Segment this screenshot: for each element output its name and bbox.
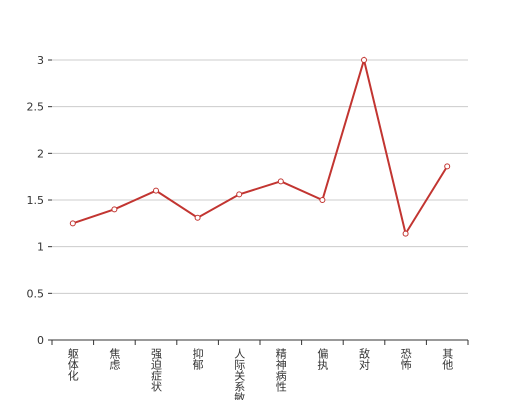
point	[402, 230, 409, 237]
y-tick-label: 1.5	[27, 194, 45, 207]
point	[444, 163, 451, 170]
point	[277, 178, 284, 185]
y-tick-label: 0	[37, 334, 44, 347]
line	[72, 56, 449, 237]
x-tick-label: 焦虑	[108, 348, 121, 370]
point	[194, 214, 201, 221]
x-tick-label: 偏执	[316, 347, 329, 371]
x-tick-label: 躯体化	[66, 348, 79, 382]
y-tick-label: 3	[37, 54, 44, 67]
point	[319, 197, 326, 203]
x-tick-label: 敌对	[358, 347, 371, 370]
x-tick-label: 人际关系敏感	[233, 348, 246, 400]
x-tick-label: 其他	[441, 348, 454, 370]
point	[69, 220, 76, 227]
y-tick-label: 1	[37, 241, 44, 254]
point	[153, 187, 159, 194]
x-tick-label: 抑郁	[191, 347, 204, 370]
x-tick-label: 精神病性	[274, 348, 287, 393]
y-tick-label: 2	[37, 147, 44, 160]
point	[236, 191, 243, 198]
x-tick-label: 强迫症状	[150, 348, 163, 392]
x-tick-label: 恐怖	[399, 348, 412, 370]
point	[361, 57, 367, 63]
y-tick-label: 2.5	[27, 101, 45, 114]
y-tick-label: 0.5	[27, 287, 45, 300]
point	[111, 206, 118, 213]
